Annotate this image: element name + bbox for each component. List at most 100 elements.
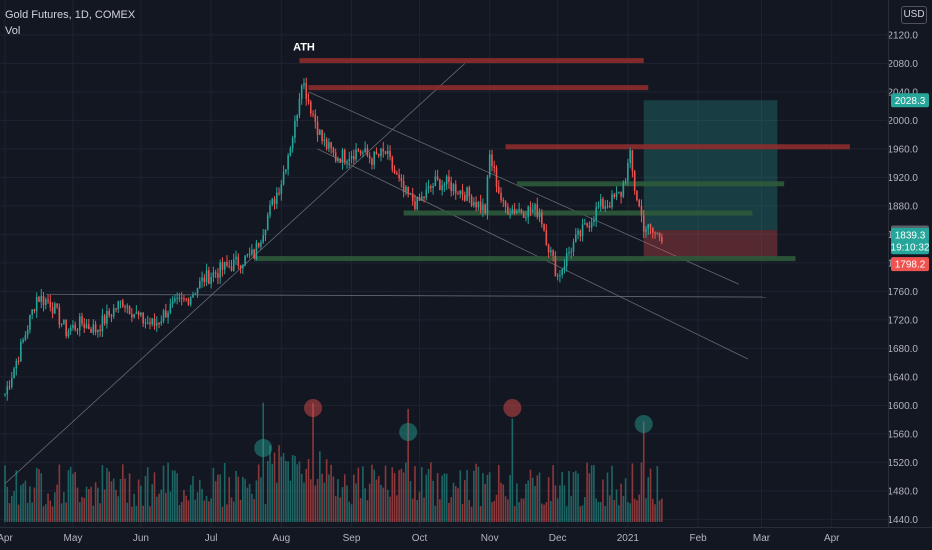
horizontal-support-line: [45, 293, 767, 298]
candle-body: [131, 314, 133, 318]
volume-bar: [543, 504, 545, 522]
candle-body: [47, 299, 49, 302]
candle-body: [457, 193, 459, 195]
candle-body: [375, 151, 378, 155]
volume-bar: [135, 505, 138, 522]
volume-bar: [613, 500, 616, 522]
candle-body: [15, 360, 18, 369]
candle-body: [81, 316, 83, 324]
candle-body: [262, 235, 265, 243]
volume-bar: [106, 467, 108, 522]
volume-bar: [443, 473, 446, 522]
volume-bar: [33, 487, 36, 522]
volume-bar: [239, 499, 242, 522]
volume-bar: [194, 499, 197, 522]
volume-indicator-label[interactable]: Vol: [5, 25, 21, 37]
candle-body: [108, 310, 110, 316]
candle-body: [44, 299, 47, 305]
candle-body: [608, 205, 611, 208]
volume-bar: [72, 473, 74, 522]
candle-body: [117, 301, 120, 310]
candle-body: [561, 269, 563, 276]
candle-body: [99, 329, 101, 332]
volume-bar: [409, 481, 412, 522]
volume-bar: [633, 498, 636, 522]
volume-bar: [545, 502, 548, 522]
candle-body: [155, 323, 158, 326]
candle-body: [232, 259, 235, 271]
volume-bar: [153, 472, 156, 522]
volume-bar: [457, 488, 459, 522]
y-tick-label: 1960.0: [887, 144, 918, 155]
candle-body: [357, 149, 360, 152]
volume-bar: [246, 487, 249, 522]
volume-bar: [192, 476, 194, 522]
candle-body: [434, 176, 437, 187]
candle-body: [661, 236, 663, 243]
volume-bar: [40, 473, 43, 522]
volume-bar: [74, 471, 77, 522]
volume-bar: [307, 458, 310, 522]
candle-body: [33, 309, 36, 312]
candle-body: [187, 299, 190, 305]
candle-body: [439, 179, 441, 191]
volume-bar: [513, 506, 516, 522]
volume-bar: [402, 472, 405, 522]
candle-body: [629, 150, 631, 164]
candle-body: [112, 308, 115, 317]
candle-body: [420, 196, 423, 201]
volume-bar: [608, 495, 611, 522]
x-tick-label: Oct: [412, 533, 428, 544]
volume-bar: [54, 492, 56, 522]
candle-body: [176, 297, 178, 299]
volume-bar: [393, 473, 396, 522]
candle-body: [83, 323, 86, 329]
candle-body: [221, 262, 224, 270]
volume-bar: [581, 505, 584, 522]
long-position-tool[interactable]: [643, 100, 778, 258]
candle-body: [405, 186, 407, 192]
candle-body: [536, 204, 539, 217]
candle-body: [63, 319, 65, 324]
volume-bar: [63, 492, 65, 522]
price-axis[interactable]: 2120.0 2080.0 2040.0 2000.0 1960.0 1920.0 1880…: [887, 0, 918, 527]
candle-body: [477, 201, 480, 208]
candle-body: [58, 307, 61, 325]
volume-bar: [620, 483, 622, 522]
candle-body: [339, 159, 342, 163]
volume-bar: [414, 466, 416, 522]
volume-bar: [615, 489, 618, 522]
candle-body: [550, 250, 552, 253]
support-level: [403, 210, 753, 216]
candle-body: [183, 298, 185, 300]
volume-bar: [262, 402, 265, 522]
candle-body: [527, 206, 530, 218]
volume-bar: [47, 493, 49, 522]
candle-body: [502, 200, 505, 202]
volume-bar: [593, 464, 595, 522]
volume-bar: [459, 470, 462, 522]
time-axis[interactable]: Apr May Jun Jul Aug Sep Oct Nov Dec 2021 Feb Mar Apr: [0, 527, 932, 545]
symbol-title[interactable]: Gold Futures, 1D, COMEX: [5, 9, 136, 21]
candle-body: [538, 212, 541, 217]
candle-body: [54, 303, 56, 314]
candle-body: [90, 328, 92, 333]
volume-bar: [117, 496, 120, 522]
x-tick-label: Mar: [753, 533, 771, 544]
volume-bar: [391, 467, 394, 522]
candle-body: [461, 190, 464, 195]
currency-button[interactable]: USD: [901, 6, 927, 24]
price-tag-label: 2028.3: [895, 96, 926, 107]
volume-bar: [171, 470, 174, 522]
volume-bar: [296, 464, 298, 522]
volume-bar: [309, 479, 312, 522]
candle-body: [341, 149, 344, 163]
volume-bar: [321, 473, 323, 522]
candle-body: [330, 142, 332, 149]
candle-body: [645, 229, 647, 232]
candle-body: [584, 223, 586, 225]
horizontal-levels[interactable]: [254, 58, 850, 262]
volume-bar: [511, 418, 514, 522]
